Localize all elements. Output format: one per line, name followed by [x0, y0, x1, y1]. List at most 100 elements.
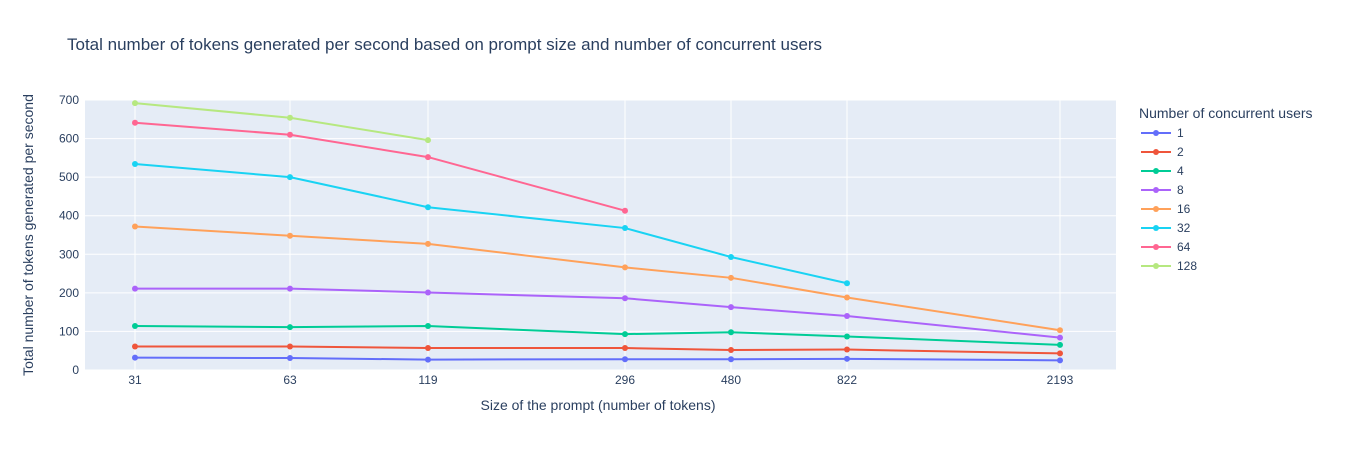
legend-marker — [1153, 244, 1159, 250]
series-64 — [132, 119, 628, 214]
data-point — [425, 154, 431, 161]
y-tick-label: 700 — [59, 93, 79, 107]
data-point — [132, 285, 138, 292]
data-point — [425, 356, 431, 363]
data-point — [728, 356, 734, 363]
legend-label: 32 — [1177, 221, 1191, 235]
data-point — [728, 329, 734, 336]
data-point — [1057, 327, 1063, 334]
data-point — [728, 274, 734, 281]
plot-area — [85, 100, 1116, 370]
y-tick-label: 0 — [72, 363, 79, 377]
data-point — [1057, 357, 1063, 364]
legend-item-1[interactable]: 1 — [1141, 126, 1184, 140]
series-group — [132, 100, 1063, 364]
legend-item-2[interactable]: 2 — [1141, 145, 1184, 159]
series-16 — [132, 223, 1063, 334]
data-point — [287, 355, 293, 362]
data-point — [425, 289, 431, 296]
chart-title: Total number of tokens generated per sec… — [67, 35, 822, 54]
series-8 — [132, 285, 1063, 341]
legend-item-16[interactable]: 16 — [1141, 202, 1191, 216]
legend-marker — [1153, 206, 1159, 212]
legend-label: 2 — [1177, 145, 1184, 159]
legend-marker — [1153, 149, 1159, 155]
legend-marker — [1153, 225, 1159, 231]
legend-label: 4 — [1177, 164, 1184, 178]
data-point — [132, 323, 138, 330]
data-point — [728, 253, 734, 260]
data-point — [287, 285, 293, 292]
legend-label: 64 — [1177, 240, 1191, 254]
legend-marker — [1153, 168, 1159, 174]
data-point — [1057, 341, 1063, 348]
x-tick-label: 480 — [721, 373, 741, 387]
data-point — [287, 232, 293, 239]
x-tick-label: 119 — [418, 373, 437, 387]
data-point — [425, 345, 431, 352]
data-point — [728, 346, 734, 353]
legend-item-32[interactable]: 32 — [1141, 221, 1191, 235]
data-point — [287, 174, 293, 181]
data-point — [287, 131, 293, 138]
data-point — [622, 264, 628, 271]
x-tick-label: 63 — [283, 373, 297, 387]
data-point — [425, 204, 431, 211]
series-32 — [132, 161, 850, 287]
series-4 — [132, 323, 1063, 348]
data-point — [132, 119, 138, 126]
x-tick-labels: 31 63 119 296 480 822 2193 — [128, 373, 1073, 387]
data-point — [844, 294, 850, 301]
data-point — [844, 346, 850, 353]
legend-item-8[interactable]: 8 — [1141, 183, 1184, 197]
data-point — [132, 343, 138, 350]
grid-lines — [85, 99, 1116, 371]
data-point — [728, 304, 734, 311]
series-line — [134, 163, 848, 285]
legend-item-64[interactable]: 64 — [1141, 240, 1191, 254]
y-tick-label: 600 — [59, 132, 79, 146]
y-tick-label: 400 — [59, 209, 79, 223]
data-point — [844, 280, 850, 287]
data-point — [287, 343, 293, 350]
data-point — [844, 333, 850, 340]
data-point — [844, 313, 850, 319]
data-point — [622, 345, 628, 352]
data-point — [287, 324, 293, 331]
x-tick-label: 31 — [128, 373, 142, 387]
data-point — [132, 100, 138, 107]
data-point — [132, 161, 138, 168]
y-tick-label: 100 — [59, 324, 79, 338]
data-point — [132, 223, 138, 230]
legend-label: 16 — [1177, 202, 1191, 216]
legend-marker — [1153, 263, 1159, 269]
data-point — [1057, 334, 1063, 341]
series-128 — [132, 100, 431, 144]
y-tick-label: 500 — [59, 170, 79, 184]
legend-item-128[interactable]: 128 — [1141, 259, 1197, 273]
legend-label: 8 — [1177, 183, 1184, 197]
legend-label: 128 — [1177, 259, 1197, 273]
legend-item-4[interactable]: 4 — [1141, 164, 1184, 178]
data-point — [622, 295, 628, 302]
data-point — [425, 323, 431, 330]
y-axis-title: Total number of tokens generated per sec… — [20, 94, 36, 376]
data-point — [844, 355, 850, 362]
y-tick-label: 300 — [59, 247, 79, 261]
legend-marker — [1153, 187, 1159, 193]
y-tick-label: 200 — [59, 286, 79, 300]
x-tick-label: 2193 — [1047, 373, 1074, 387]
data-point — [622, 356, 628, 363]
x-tick-label: 822 — [837, 373, 857, 387]
series-1 — [132, 354, 1063, 364]
data-point — [425, 137, 431, 144]
data-point — [132, 354, 138, 361]
legend-title: Number of concurrent users — [1139, 105, 1313, 121]
data-point — [287, 114, 293, 121]
data-point — [425, 240, 431, 247]
series-line — [134, 121, 626, 212]
data-point — [622, 207, 628, 214]
x-axis-title: Size of the prompt (number of tokens) — [481, 397, 716, 413]
y-tick-labels: 0 100 200 300 400 500 600 700 — [59, 93, 79, 377]
